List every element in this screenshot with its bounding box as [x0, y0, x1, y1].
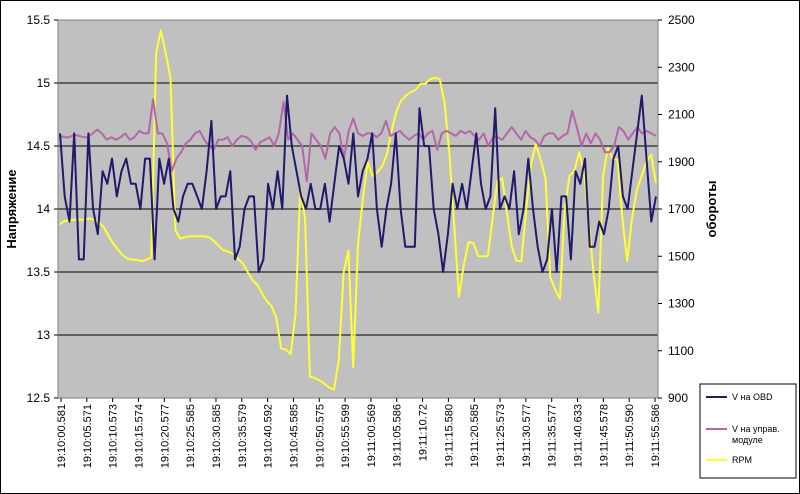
x-tick-label: 19:10:25.585: [185, 404, 197, 468]
x-tick-label: 19:11:25.573: [495, 404, 507, 467]
left-axis-title: Напряжение: [4, 169, 19, 248]
series-lines: [59, 29, 657, 391]
x-tick-label: 19:10:45.585: [288, 404, 300, 468]
series-line: [59, 29, 657, 391]
left-tick-label: 12.5: [27, 391, 51, 405]
x-tick-label: 19:10:55.599: [340, 404, 352, 468]
gridlines: [58, 82, 658, 336]
x-tick-label: 19:11:45.578: [598, 404, 610, 467]
x-tick-label: 19:10:50.575: [314, 404, 326, 468]
x-tick-label: 19:10:40.592: [263, 404, 275, 468]
x-tick-label: 19:11:15.580: [443, 404, 455, 467]
legend: V на OBD V на управ. модуле RPM: [699, 383, 797, 479]
x-tick-label: 19:11:20.585: [469, 404, 481, 467]
x-tick-label: 19:11:55.586: [650, 404, 662, 467]
right-tick-label: 1700: [668, 202, 695, 216]
legend-label-module-line1: V на управ.: [732, 424, 780, 434]
x-tick-label: 19:10:35.579: [237, 404, 249, 468]
right-tick-label: 900: [668, 391, 688, 405]
x-tick-label: 19:10:20.577: [159, 404, 171, 468]
left-tick-label: 13: [37, 328, 51, 342]
left-tick-label: 15: [37, 76, 51, 90]
x-tick-label: 19:10:00.581: [56, 404, 68, 468]
right-tick-label: 1900: [668, 155, 695, 169]
legend-label-rpm: RPM: [732, 455, 752, 465]
legend-box: [699, 383, 797, 479]
x-tick-label: 19:11:00.569: [366, 404, 378, 467]
x-tick-label: 19:11:40.633: [573, 404, 585, 467]
right-tick-label: 1500: [668, 249, 695, 263]
x-axis-ticks: 19:10:00.581 19:10:05.571 19:10:10.573 19:1…: [56, 398, 662, 468]
left-axis-ticks: 12.5 13 13.5 14 14.5 15 15.5: [27, 13, 58, 405]
right-axis-ticks: 900 1100 1300 1500 1700 1900 2100 2300 2500: [658, 13, 695, 405]
right-tick-label: 2500: [668, 13, 695, 27]
right-tick-label: 1100: [668, 344, 694, 358]
x-tick-label: 19:10:30.585: [211, 404, 223, 468]
x-tick-label: 19:11:05.586: [392, 404, 404, 467]
x-tick-label: 19:10:05.571: [82, 404, 94, 468]
x-tick-label: 19:10:15.574: [133, 404, 145, 468]
left-tick-label: 14: [37, 202, 51, 216]
left-tick-label: 13.5: [27, 265, 51, 279]
x-tick-label: 19:10:10.573: [108, 404, 120, 468]
right-tick-label: 2300: [668, 60, 695, 74]
x-tick-label: 19:11:35.577: [547, 404, 559, 467]
right-tick-label: 1300: [668, 297, 695, 311]
left-tick-label: 15.5: [27, 13, 51, 27]
x-tick-label: 19:11:10.72: [418, 404, 430, 461]
right-tick-label: 2100: [668, 108, 695, 122]
legend-label-module: V на управ. модуле: [732, 424, 782, 445]
x-tick-label: 19:11:30.577: [521, 404, 533, 467]
series-line: [59, 98, 657, 183]
left-tick-label: 14.5: [27, 139, 51, 153]
right-axis-title: обороты: [704, 181, 719, 238]
series-line: [59, 94, 657, 273]
legend-label-module-line2: модуле: [732, 435, 763, 445]
legend-label-obd: V на OBD: [732, 392, 773, 402]
x-tick-label: 19:11:50.590: [624, 404, 636, 467]
